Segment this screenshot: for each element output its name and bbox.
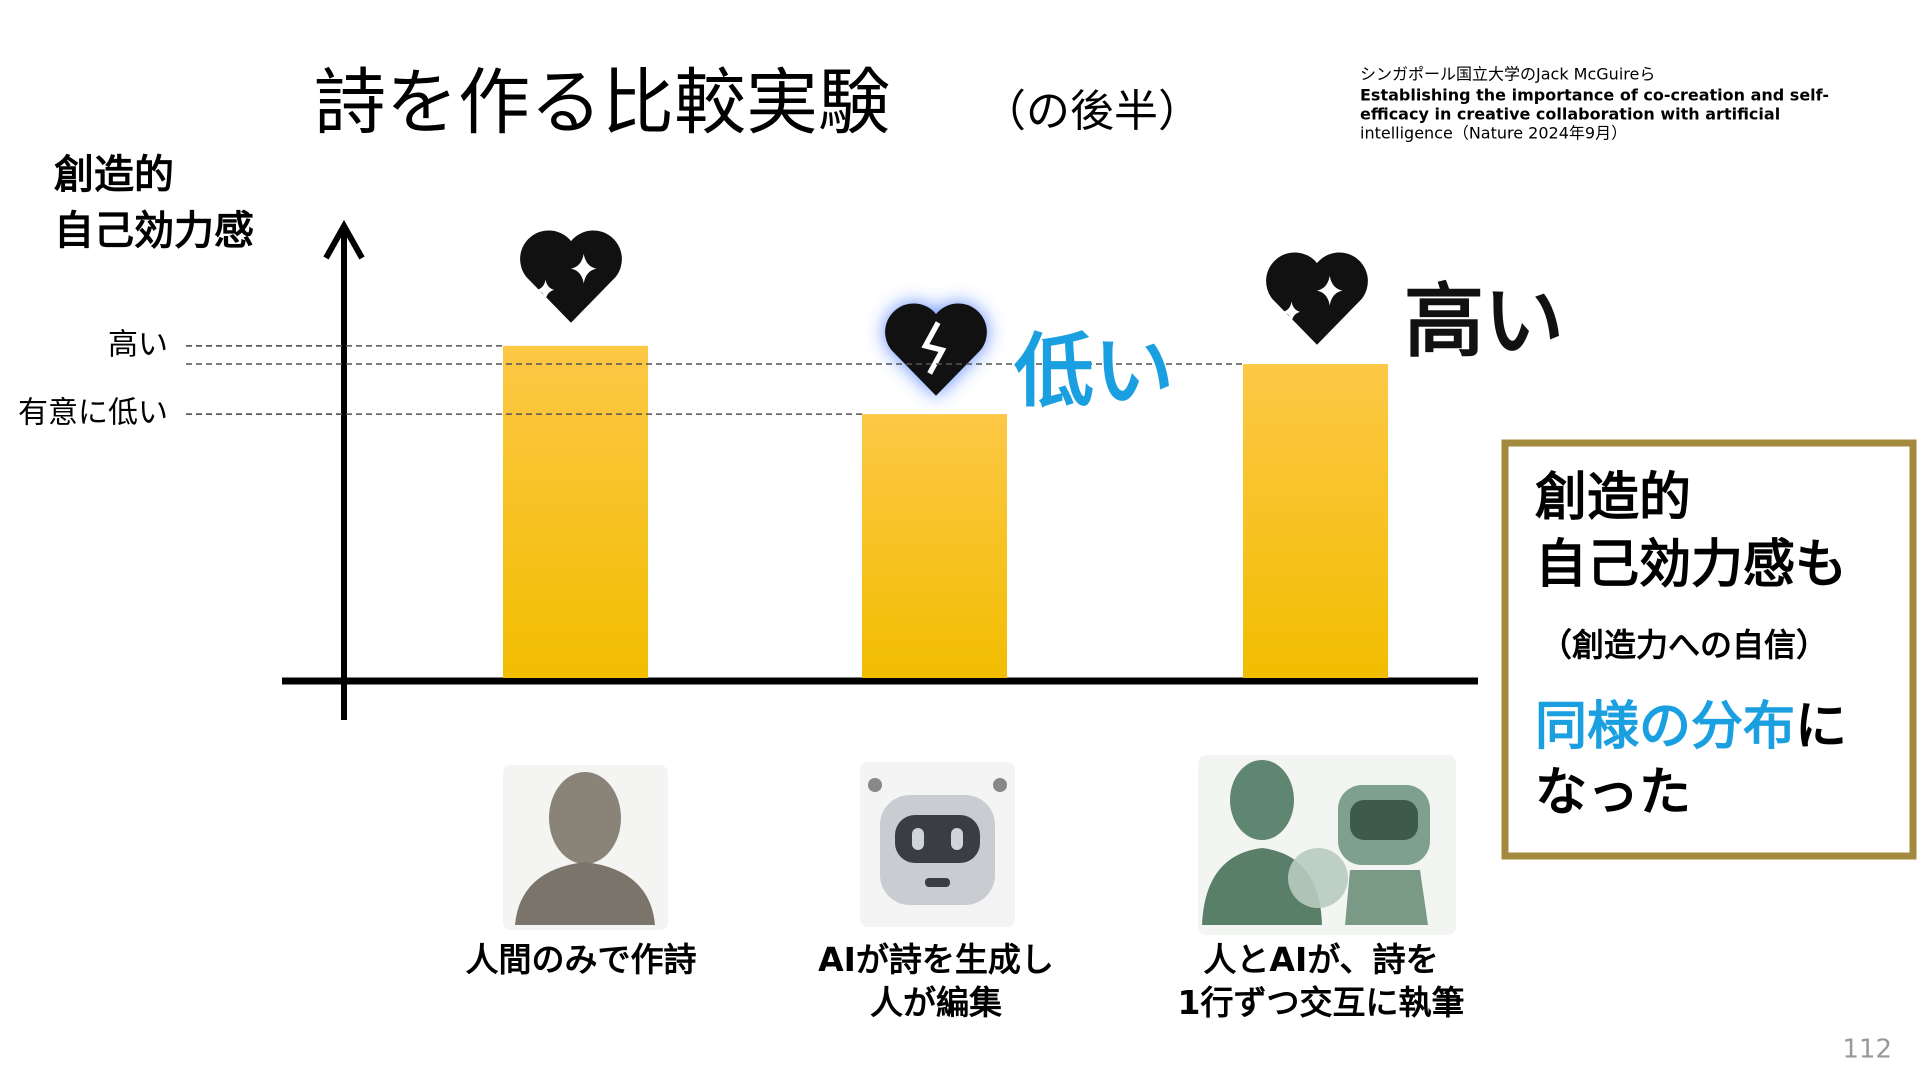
- callout-note: （創造力への自信）: [1540, 626, 1828, 664]
- human-icon: [503, 765, 668, 930]
- annotation: 低い: [1014, 324, 1174, 418]
- highlight-text: 同様の分布: [1535, 697, 1795, 757]
- bar: [862, 414, 1007, 678]
- x-tick-label: AIが詩を生成し 人が編集: [818, 940, 1054, 1022]
- callout-text: 自己効力感も: [1535, 535, 1847, 595]
- callout-text: 創造的: [1535, 468, 1691, 528]
- y-tick-label: 有意に低い: [18, 396, 168, 431]
- citation: Establishing the importance of co-creati…: [1360, 86, 1829, 105]
- page-number: 112: [1842, 1035, 1892, 1065]
- annotation: 高い: [1404, 274, 1564, 368]
- chart-title: 詩を作る比較実験: [314, 61, 890, 145]
- callout-text: なった: [1535, 763, 1691, 823]
- callout-highlight: 同様の分布に: [1535, 697, 1847, 757]
- y-axis-arrow: [323, 219, 365, 260]
- x-tick-label: 人とAIが、詩を 1行ずつ交互に執筆: [1177, 940, 1465, 1022]
- y-label: 自己効力感: [54, 208, 254, 254]
- callout-box: [1501, 439, 1917, 860]
- robot-icon: [860, 762, 1015, 927]
- citation: シンガポール国立大学のJack McGuireら: [1360, 65, 1655, 84]
- bar: [1243, 364, 1388, 678]
- citation: efficacy in creative collaboration with …: [1360, 105, 1780, 124]
- heart-icon: [520, 230, 622, 323]
- highlight-rest: に: [1795, 697, 1847, 757]
- citation: intelligence（Nature 2024年9月）: [1360, 124, 1627, 143]
- chart-subtitle: （の後半）: [982, 86, 1202, 137]
- human-ai-icon: [1198, 755, 1456, 935]
- bar: [503, 345, 648, 678]
- y-label: 創造的: [54, 152, 174, 198]
- x-tick-label: 人間のみで作詩: [465, 940, 697, 979]
- broken-heart-icon: [885, 303, 987, 396]
- y-tick-label: 高い: [108, 327, 168, 362]
- heart-icon: [1266, 252, 1368, 345]
